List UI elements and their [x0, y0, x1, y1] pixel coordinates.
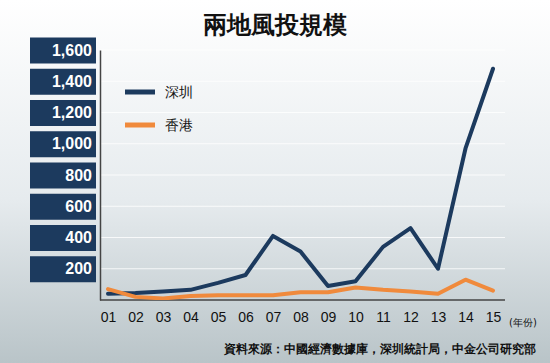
x-tick: 15 — [486, 309, 502, 325]
x-tick-label: 12 — [403, 309, 419, 325]
x-tick: 13 — [431, 309, 447, 325]
y-tick-box — [30, 194, 96, 220]
grid-line — [100, 206, 505, 207]
x-tick-label: 06 — [238, 309, 254, 325]
grid-line — [100, 81, 505, 82]
y-tick-label: 1,000 — [52, 135, 92, 152]
legend-swatch — [125, 123, 155, 128]
y-tick-label: 1,400 — [52, 73, 92, 90]
series-line — [108, 280, 493, 299]
x-tick: 14 — [458, 309, 474, 325]
legend-label: 深圳 — [165, 84, 193, 100]
grid-line — [100, 143, 505, 144]
y-tick-box — [30, 256, 96, 282]
y-tick-label: 1,600 — [52, 42, 92, 59]
x-tick: 06 — [238, 309, 254, 325]
y-tick: 800 — [30, 163, 100, 189]
title: 兩地風投規模 — [203, 11, 347, 39]
x-tick: 07 — [266, 309, 282, 325]
series-line — [108, 69, 493, 294]
x-tick: 05 — [211, 309, 227, 325]
grid-line — [100, 50, 505, 51]
y-tick: 1,200 — [30, 100, 100, 126]
x-tick-label: 05 — [211, 309, 227, 325]
y-tick: 200 — [30, 256, 100, 282]
x-tick: 04 — [183, 309, 199, 325]
x-tick-label: 14 — [458, 309, 474, 325]
legend-label: 香港 — [165, 117, 193, 133]
y-tick-box — [30, 69, 96, 95]
y-tick-label: 600 — [65, 198, 92, 215]
legend: 深圳香港 — [125, 84, 193, 133]
y-tick-label: 800 — [65, 167, 92, 184]
y-tick-box — [30, 225, 96, 251]
y-tick: 1,000 — [30, 131, 100, 157]
x-tick-label: 15 — [486, 309, 502, 325]
y-tick-label: 200 — [65, 260, 92, 277]
x-tick-label: 02 — [128, 309, 144, 325]
x-tick-label: 01 — [101, 309, 117, 325]
grid-line — [100, 175, 505, 176]
x-tick: 01 — [101, 309, 117, 325]
y-axis-line — [100, 51, 102, 301]
plot: 200 400 600 800 1,000 1,200 1,400 1,600 01 02 03 04… — [30, 38, 505, 325]
series-group — [108, 69, 493, 299]
y-tick-box — [30, 131, 96, 157]
x-tick: 03 — [156, 309, 172, 325]
x-tick-label: 09 — [321, 309, 337, 325]
x-tick-label: 08 — [293, 309, 309, 325]
x-axis: 01 02 03 04 05 06 07 08 09 10 11 12 13 14 15 — [100, 300, 505, 325]
background — [0, 0, 550, 363]
y-tick: 400 — [30, 225, 100, 251]
x-axis-title: (年份) — [509, 317, 537, 328]
legend-item: 深圳 — [125, 84, 193, 100]
x-tick: 08 — [293, 309, 309, 325]
y-tick-box — [30, 100, 96, 126]
x-tick: 11 — [376, 309, 391, 325]
x-tick-label: 03 — [156, 309, 172, 325]
y-tick-box — [30, 163, 96, 189]
source: 資料來源：中國經濟數據庫，深圳統計局，中金公司研究部 — [223, 342, 536, 356]
y-tick-label: 400 — [65, 229, 92, 246]
chart: 兩地風投規模 200 400 600 800 1,000 1,200 1,400 1,600 01… — [0, 0, 550, 363]
y-tick-box — [30, 38, 96, 64]
y-tick: 1,600 — [30, 38, 100, 64]
y-tick: 600 — [30, 194, 100, 220]
x-tick: 12 — [403, 309, 419, 325]
x-tick-label: 07 — [266, 309, 282, 325]
y-axis: 200 400 600 800 1,000 1,200 1,400 1,600 — [30, 38, 101, 301]
y-tick: 1,400 — [30, 69, 100, 95]
x-tick: 02 — [128, 309, 144, 325]
x-tick-label: 04 — [183, 309, 199, 325]
legend-swatch — [125, 90, 155, 95]
x-tick-label: 13 — [431, 309, 447, 325]
x-tick: 09 — [321, 309, 337, 325]
legend-item: 香港 — [125, 117, 193, 133]
x-tick-label: 10 — [348, 309, 364, 325]
grid-line — [100, 112, 505, 113]
y-tick-label: 1,200 — [52, 104, 92, 121]
x-tick-label: 11 — [376, 309, 391, 325]
x-tick: 10 — [348, 309, 364, 325]
grid-line — [100, 268, 505, 269]
